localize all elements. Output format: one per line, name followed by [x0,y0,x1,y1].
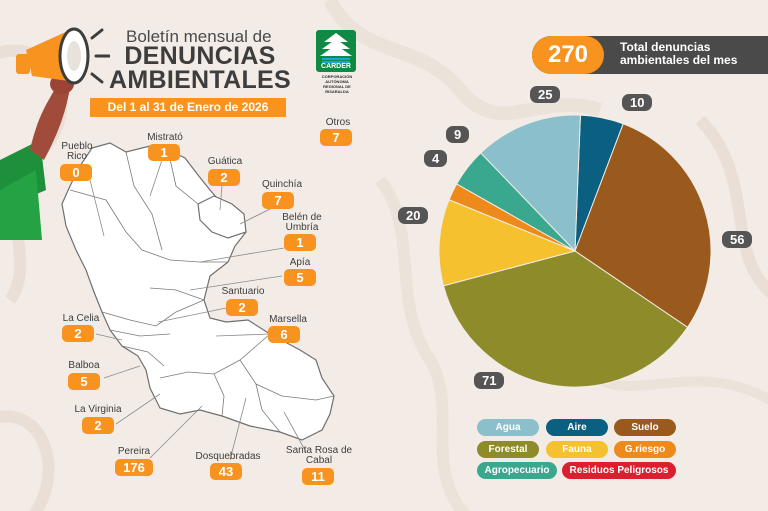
legend-item-aire: Aire [546,419,608,436]
municipality-count-dosquebradas: 43 [210,463,242,480]
pie-value-label-griesgo: 4 [424,150,448,167]
date-range-banner: Del 1 al 31 de Enero de 2026 [90,98,286,117]
logo-subtitle-line: CORPORACIÓN [321,74,353,79]
municipality-count-la-celia: 2 [62,325,94,342]
municipality-count-la-virginia: 2 [82,417,114,434]
legend-item-agropecuario: Agropecuario [477,462,557,479]
pie-value-label-forestal: 71 [474,372,505,389]
total-label-line: ambientales del mes [620,53,738,67]
carder-logo: CARDER CORPORACIÓN AUTÓNOMA REGIONAL DE … [316,30,358,94]
pie-value-label-agropecuario: 9 [446,126,470,143]
map-region-north-east [197,195,247,239]
municipality-count-apia: 5 [284,269,316,286]
municipality-label-otros: Otros [325,117,351,128]
logo-subtitle-line: REGIONAL DE [323,84,351,89]
title-line-2: AMBIENTALES [109,66,291,94]
bulletin-subtitle: Boletín mensual de [126,27,272,46]
municipality-count-pereira: 176 [115,459,153,476]
pie-value-label-agua: 25 [530,86,561,103]
pie-slice-fauna [438,199,577,287]
map-leader-lines [89,159,307,461]
municipality-label-apia: Apía [289,257,311,268]
municipality-count-belen-de-umbria: 1 [284,234,316,251]
legend-item-griesgo: G.riesgo [614,441,676,458]
tree-icon [320,33,352,63]
municipality-label-la-virginia: La Virginia [74,404,122,415]
pie-slice-suelo [574,123,712,329]
municipality-label-marsella: Marsella [269,314,307,325]
municipality-label-la-celia: La Celia [62,313,100,324]
municipality-count-quinchia: 7 [262,192,294,209]
legend-item-suelo: Suelo [614,419,676,436]
pie-slice-forestal [442,250,689,388]
municipality-label-balboa: Balboa [68,360,100,371]
municipality-label-santa-rosa-de-cabal: Santa Rosa de Cabal [285,445,353,466]
legend-item-forestal: Forestal [477,441,539,458]
pie-value-label-aire: 10 [622,94,653,111]
municipality-label-quinchia: Quinchía [261,179,303,190]
municipality-count-marsella: 6 [268,326,300,343]
legend-item-fauna: Fauna [546,441,608,458]
megaphone-illustration [0,27,110,240]
total-label: Total denuncias ambientales del mes [620,41,766,67]
municipality-label-pereira: Pereira [117,446,151,457]
municipality-count-balboa: 5 [68,373,100,390]
total-label-line: Total denuncias [620,40,711,54]
municipality-label-santuario: Santuario [221,286,265,297]
carder-logo-subtitle: CORPORACIÓN AUTÓNOMA REGIONAL DE RISARAL… [316,74,358,94]
municipality-count-santuario: 2 [226,299,258,316]
pie-slice-agua [480,114,581,253]
municipality-label-dosquebradas: Dosquebradas [195,451,261,462]
pie-value-label-suelo: 56 [722,231,753,248]
logo-subtitle-line: AUTÓNOMA [325,79,349,84]
municipality-label-guatica: Guática [207,156,243,167]
municipality-label-mistrato: Mistrató [147,132,183,143]
legend-item-residuos-peligrosos: Residuos Peligrosos [562,462,676,479]
municipality-count-mistrato: 1 [148,144,180,161]
pie-chart [438,114,712,388]
municipality-count-otros: 7 [320,129,352,146]
title-line-1: DENUNCIAS [124,42,276,70]
logo-subtitle-line: RISARALDA [325,89,349,94]
municipality-label-belen-de-umbria: Belén de Umbría [282,212,322,233]
municipality-count-santa-rosa-de-cabal: 11 [302,468,334,485]
map-municipal-borders [69,149,335,433]
pie-value-label-fauna: 20 [398,207,429,224]
carder-logo-name: CARDER [321,63,351,70]
municipality-count-guatica: 2 [208,169,240,186]
legend-item-agua: Agua [477,419,539,436]
municipality-count-pueblo-rico: 0 [60,164,92,181]
carder-logo-mark: CARDER [316,30,356,72]
total-value: 270 [532,36,604,74]
municipality-label-pueblo-rico: Pueblo Rico [61,141,93,162]
bulletin-title: DENUNCIAS AMBIENTALES [100,42,300,94]
